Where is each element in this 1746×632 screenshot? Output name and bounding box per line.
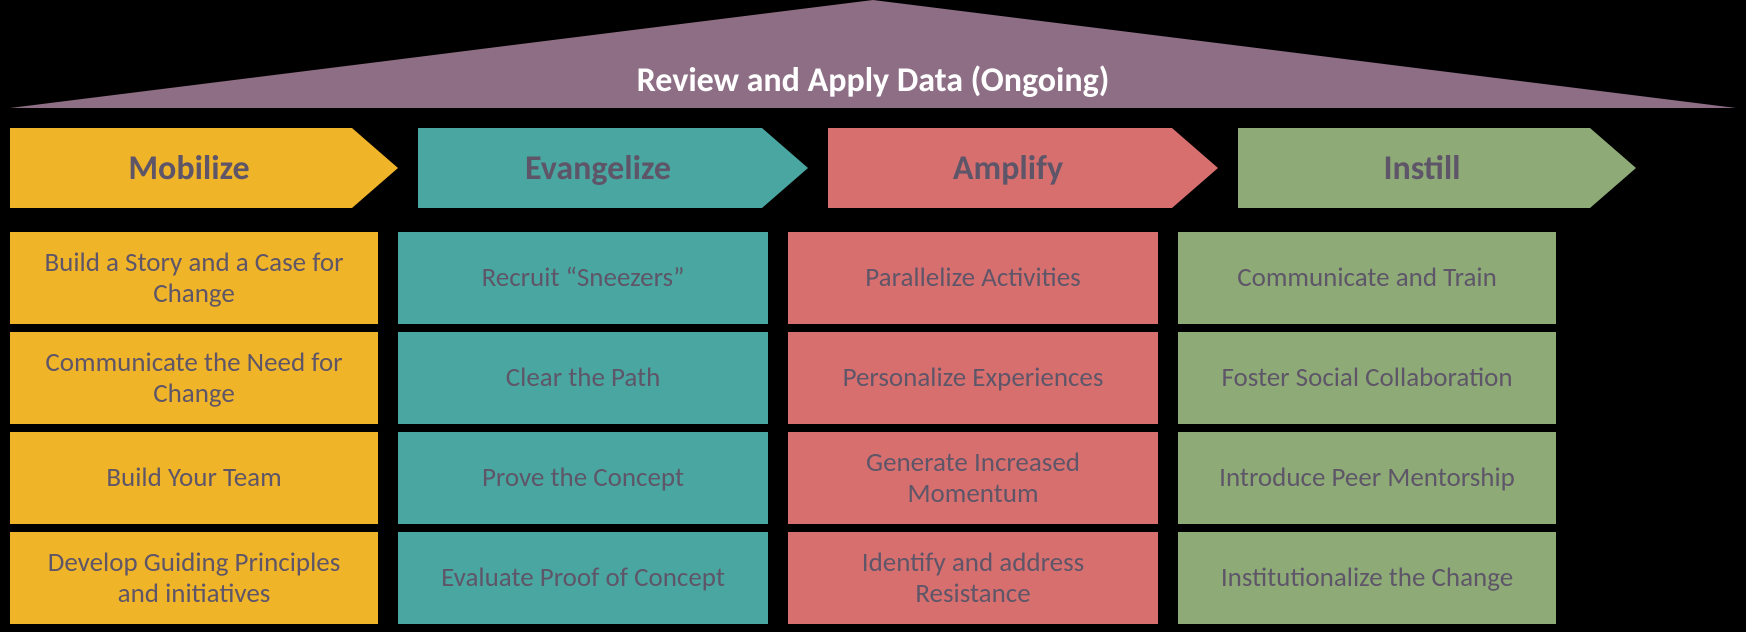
activity-cell: Introduce Peer Mentorship [1178, 432, 1556, 524]
activity-cell: Institutionalize the Change [1178, 532, 1556, 624]
activity-column: Parallelize ActivitiesPersonalize Experi… [788, 232, 1158, 624]
activity-cell: Foster Social Collaboration [1178, 332, 1556, 424]
activity-cell: Parallelize Activities [788, 232, 1158, 324]
phase-arrow-instill: Instill [1238, 128, 1636, 208]
activity-cell: Personalize Experiences [788, 332, 1158, 424]
activity-cell: Recruit “Sneezers” [398, 232, 768, 324]
phase-arrow-mobilize: Mobilize [10, 128, 398, 208]
activity-cell: Prove the Concept [398, 432, 768, 524]
activity-column: Recruit “Sneezers”Clear the PathProve th… [398, 232, 768, 624]
diagram-stage: Review and Apply Data (Ongoing) Mobilize… [0, 0, 1746, 632]
phase-arrow-evangelize: Evangelize [418, 128, 808, 208]
phase-arrow-amplify: Amplify [828, 128, 1218, 208]
activity-column: Build a Story and a Case for ChangeCommu… [10, 232, 378, 624]
activity-cell: Clear the Path [398, 332, 768, 424]
activity-cell: Communicate the Need for Change [10, 332, 378, 424]
activity-cell: Evaluate Proof of Concept [398, 532, 768, 624]
activity-cell: Identify and address Resistance [788, 532, 1158, 624]
activity-cell: Generate Increased Momentum [788, 432, 1158, 524]
activity-cell: Build Your Team [10, 432, 378, 524]
activity-cell: Communicate and Train [1178, 232, 1556, 324]
activity-cell: Develop Guiding Principles and initiativ… [10, 532, 378, 624]
arrow-row: MobilizeEvangelizeAmplifyInstill [0, 128, 1746, 208]
activity-column: Communicate and TrainFoster Social Colla… [1178, 232, 1556, 624]
roof-label: Review and Apply Data (Ongoing) [0, 60, 1746, 101]
activity-cell: Build a Story and a Case for Change [10, 232, 378, 324]
